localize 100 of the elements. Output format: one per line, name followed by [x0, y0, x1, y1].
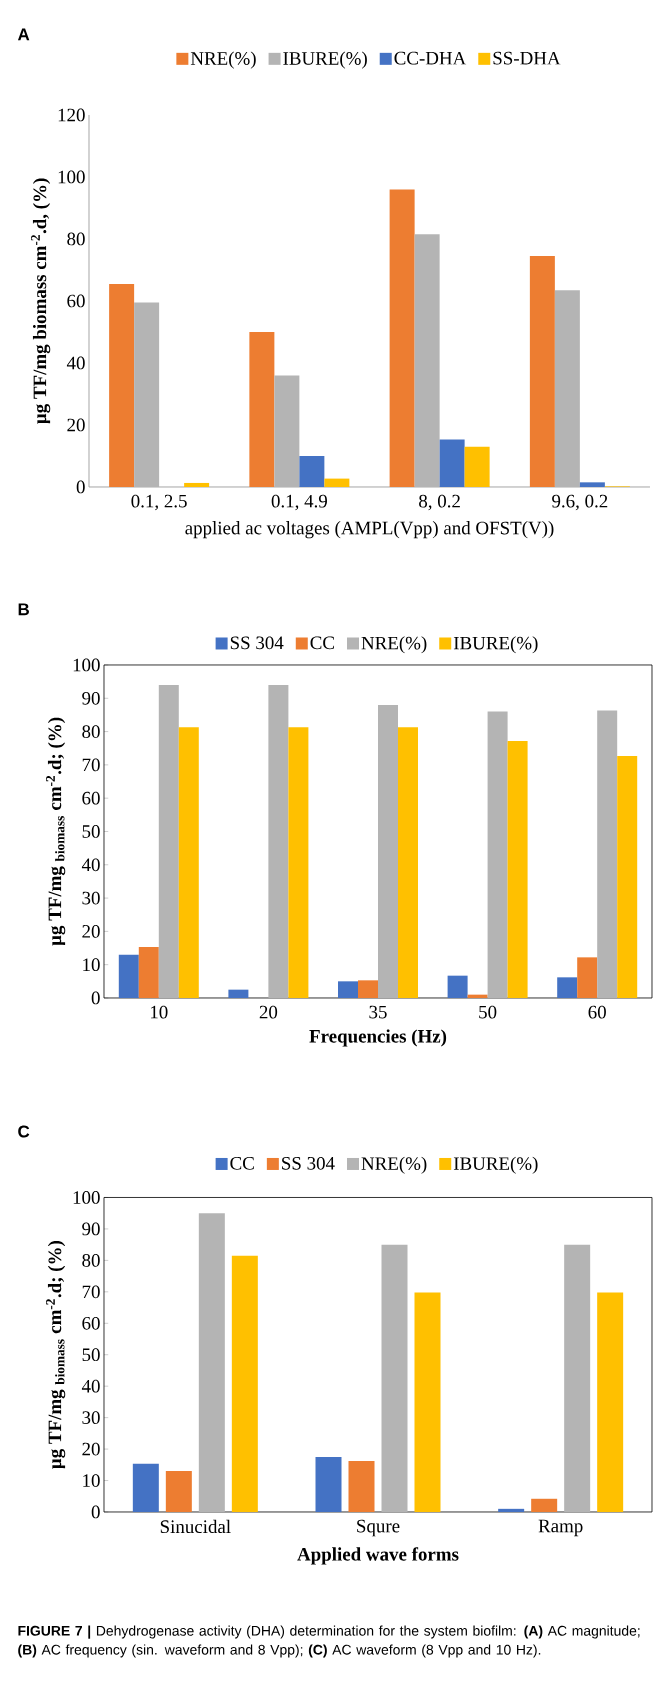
- bar: [564, 1244, 591, 1512]
- bar: [467, 994, 488, 998]
- x-tick-label: 50: [479, 1005, 497, 1019]
- x-tick-label: 60: [588, 1005, 606, 1019]
- bar: [579, 482, 605, 487]
- bar: [268, 684, 289, 998]
- x-tick-label: 0.1, 2.5: [131, 494, 187, 511]
- bar: [597, 710, 618, 998]
- legend-label: NRE(%): [190, 51, 256, 69]
- x-tick-label: 20: [259, 1005, 278, 1019]
- y-tick-label: 100: [58, 170, 85, 184]
- chart-title: C: [18, 1125, 30, 1138]
- y-tick-label: 10: [83, 958, 100, 972]
- bar: [447, 975, 468, 998]
- bar: [507, 740, 528, 998]
- y-tick-label: 70: [82, 1285, 100, 1299]
- bar: [118, 954, 139, 998]
- bar: [487, 711, 508, 998]
- bar: [529, 256, 555, 487]
- x-axis-title: Frequencies (Hz): [309, 1029, 447, 1047]
- bar: [557, 977, 578, 998]
- chart-title: A: [17, 28, 30, 41]
- y-tick-label: 30: [82, 891, 100, 905]
- y-tick-label: 60: [82, 1316, 100, 1330]
- y-axis-title: µg TF/mg biomass cm$^{-2}$.d, (%): [31, 178, 51, 424]
- bar: [531, 1498, 558, 1512]
- y-axis-title: µg TF/mg $_{biomass}$ cm$^{-2}$.d; (%): [46, 717, 66, 946]
- bar: [249, 331, 275, 487]
- y-tick-label: 0: [91, 991, 100, 1005]
- y-tick-label: 60: [82, 791, 100, 805]
- bar: [414, 234, 440, 487]
- x-axis-title: Applied wave forms: [297, 1547, 459, 1565]
- bar: [617, 755, 638, 998]
- y-tick-label: 50: [82, 825, 100, 838]
- x-tick-label: 9.6, 0.2: [552, 494, 608, 511]
- bar: [178, 727, 199, 998]
- y-tick-label: 40: [66, 356, 85, 370]
- y-tick-label: 0: [91, 1505, 100, 1519]
- x-tick-label: Ramp: [538, 1519, 583, 1537]
- y-tick-label: 90: [82, 691, 100, 705]
- y-tick-label: 80: [82, 725, 100, 738]
- y-tick-label: 90: [82, 1222, 100, 1236]
- bar: [398, 727, 418, 998]
- legend-label: NRE(%): [361, 1156, 427, 1174]
- bar: [439, 439, 465, 487]
- y-tick-label: 10: [83, 1474, 100, 1487]
- y-tick-label: 120: [58, 108, 85, 122]
- legend-label: CC: [230, 1156, 254, 1170]
- legend-label: CC: [310, 636, 334, 650]
- x-tick-label: 10: [150, 1005, 168, 1019]
- bar: [338, 981, 358, 998]
- legend-label: NRE(%): [361, 636, 427, 654]
- y-tick-label: 60: [67, 294, 85, 308]
- x-tick-label: Sinucidal: [160, 1519, 231, 1534]
- y-tick-label: 20: [82, 1442, 100, 1456]
- bar: [597, 1292, 624, 1512]
- bar: [138, 947, 159, 998]
- y-tick-label: 80: [82, 1254, 100, 1267]
- chart-title: B: [18, 603, 29, 616]
- bar: [288, 727, 309, 998]
- bar: [498, 1508, 525, 1512]
- bar: [299, 455, 325, 487]
- bar: [132, 1463, 159, 1512]
- y-tick-label: 70: [82, 758, 100, 772]
- y-tick-label: 100: [73, 658, 100, 672]
- bar: [378, 704, 398, 998]
- bar: [184, 482, 210, 487]
- legend-label: SS 304: [282, 1156, 335, 1170]
- bar: [414, 1292, 441, 1512]
- text: FIGURE 7 | Dehydrogenase activity (DHA) determination for the system biofilm: (A) AC magnitude; (B) AC frequency (sin. waveform and 8 Vpp); (C) AC waveform (8 Vpp and 10 Hz).: [18, 1625, 640, 1658]
- y-tick-label: 50: [82, 1348, 100, 1362]
- legend-label: SS-DHA: [493, 51, 561, 65]
- bar: [134, 302, 160, 487]
- bar: [231, 1255, 258, 1512]
- bar: [577, 957, 598, 998]
- y-tick-label: 30: [82, 1411, 100, 1425]
- legend-label: IBURE(%): [453, 636, 538, 654]
- bar: [109, 283, 135, 487]
- legend-label: CC-DHA: [394, 51, 467, 65]
- bar: [389, 189, 415, 487]
- y-tick-label: 80: [67, 232, 85, 246]
- bar: [158, 684, 179, 998]
- x-axis-title: applied ac voltages (AMPL(Vpp) and OFST(V)): [185, 521, 554, 539]
- y-tick-label: 40: [81, 858, 100, 872]
- y-tick-label: 20: [67, 418, 85, 432]
- x-tick-label: 8, 0.2: [419, 494, 460, 511]
- y-axis-title: µg TF/mg $_{biomass}$ cm$^{-2}$.d; (%): [46, 1241, 66, 1469]
- bar: [274, 375, 300, 487]
- bar: [381, 1244, 408, 1512]
- bar: [198, 1213, 225, 1512]
- y-tick-label: 100: [73, 1191, 100, 1204]
- bar: [315, 1456, 342, 1512]
- legend-label: IBURE(%): [453, 1156, 538, 1174]
- bar: [348, 1461, 375, 1512]
- y-tick-label: 20: [82, 925, 100, 938]
- x-tick-label: 35: [369, 1005, 387, 1019]
- legend-label: IBURE(%): [283, 51, 367, 69]
- y-tick-label: 0: [76, 480, 85, 494]
- y-tick-label: 40: [81, 1379, 100, 1393]
- bar: [358, 980, 378, 998]
